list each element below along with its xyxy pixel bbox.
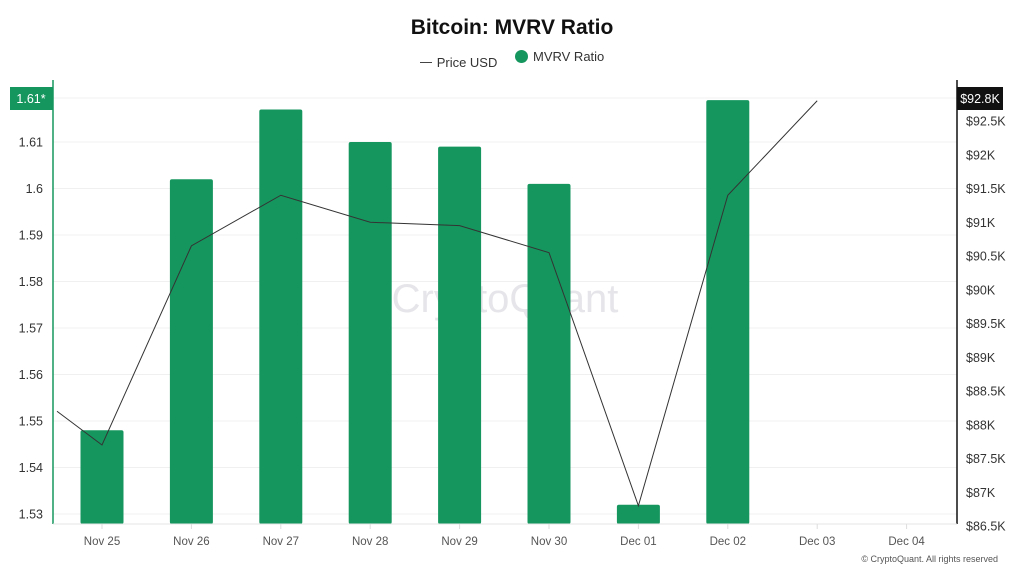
chart-title: Bitcoin: MVRV Ratio (410, 16, 614, 39)
x-tick-label: Nov 26 (173, 536, 209, 548)
x-tick-label: Dec 01 (620, 536, 656, 548)
x-tick-label: Dec 02 (710, 536, 746, 548)
mvrv-bar[interactable] (169, 179, 213, 524)
legend: Price USD MVRV Ratio (0, 49, 1024, 70)
right-tick-label: $90.5K (966, 250, 1006, 264)
left-tick-label: 1.57 (19, 322, 43, 336)
mvrv-bar[interactable] (438, 146, 482, 524)
right-tick-label: $89.5K (966, 317, 1006, 331)
left-tick-label: 1.54 (19, 461, 43, 475)
right-tick-label: $87.5K (966, 452, 1006, 466)
left-tick-label: 1.58 (19, 275, 43, 289)
mvrv-bar[interactable] (80, 430, 124, 524)
legend-label-price: Price USD (436, 55, 498, 70)
right-tick-label: $90K (966, 283, 996, 297)
line-marker-icon (419, 62, 432, 63)
right-tick-label: $86.5K (966, 520, 1006, 534)
mvrv-bar[interactable] (348, 142, 392, 524)
watermark: CryptoQuant (392, 277, 619, 321)
right-tick-label: $92K (966, 148, 996, 162)
left-tick-label: 1.6 (26, 182, 43, 196)
right-tick-label: $89K (966, 351, 996, 365)
left-tick-label: 1.59 (19, 229, 43, 243)
x-tick-label: Dec 03 (799, 536, 835, 548)
legend-item-price[interactable]: Price USD (419, 55, 498, 70)
mvrv-bar[interactable] (527, 183, 571, 524)
mvrv-bar[interactable] (616, 504, 660, 524)
left-current-label: 1.61* (16, 92, 45, 106)
x-tick-label: Nov 27 (263, 536, 299, 548)
price-line[interactable] (56, 100, 818, 508)
x-tick-label: Nov 29 (441, 536, 477, 548)
legend-label-mvrv: MVRV Ratio (533, 49, 605, 64)
x-tick-label: Nov 28 (352, 536, 388, 548)
right-tick-label: $91.5K (966, 182, 1006, 196)
right-tick-label: $88.5K (966, 385, 1006, 399)
left-tick-label: 1.53 (19, 508, 43, 522)
dot-marker-icon (515, 50, 528, 63)
x-tick-label: Nov 30 (531, 536, 567, 548)
left-tick-label: 1.56 (19, 368, 43, 382)
right-tick-label: $87K (966, 486, 996, 500)
right-current-label: $92.8K (960, 92, 1000, 106)
right-tick-label: $88K (966, 418, 996, 432)
mvrv-bar[interactable] (259, 109, 303, 524)
left-tick-label: 1.55 (19, 415, 43, 429)
x-tick-label: Nov 25 (84, 536, 120, 548)
right-current-badge (957, 87, 1003, 110)
copyright: © CryptoQuant. All rights reserved (861, 554, 998, 564)
right-tick-label: $92.5K (966, 115, 1006, 129)
legend-item-mvrv[interactable]: MVRV Ratio (515, 49, 604, 64)
left-tick-label: 1.61 (19, 136, 43, 150)
x-tick-label: Dec 04 (888, 536, 925, 548)
left-current-badge (10, 87, 53, 110)
right-tick-label: $91K (966, 216, 996, 230)
mvrv-bar[interactable] (706, 100, 750, 525)
